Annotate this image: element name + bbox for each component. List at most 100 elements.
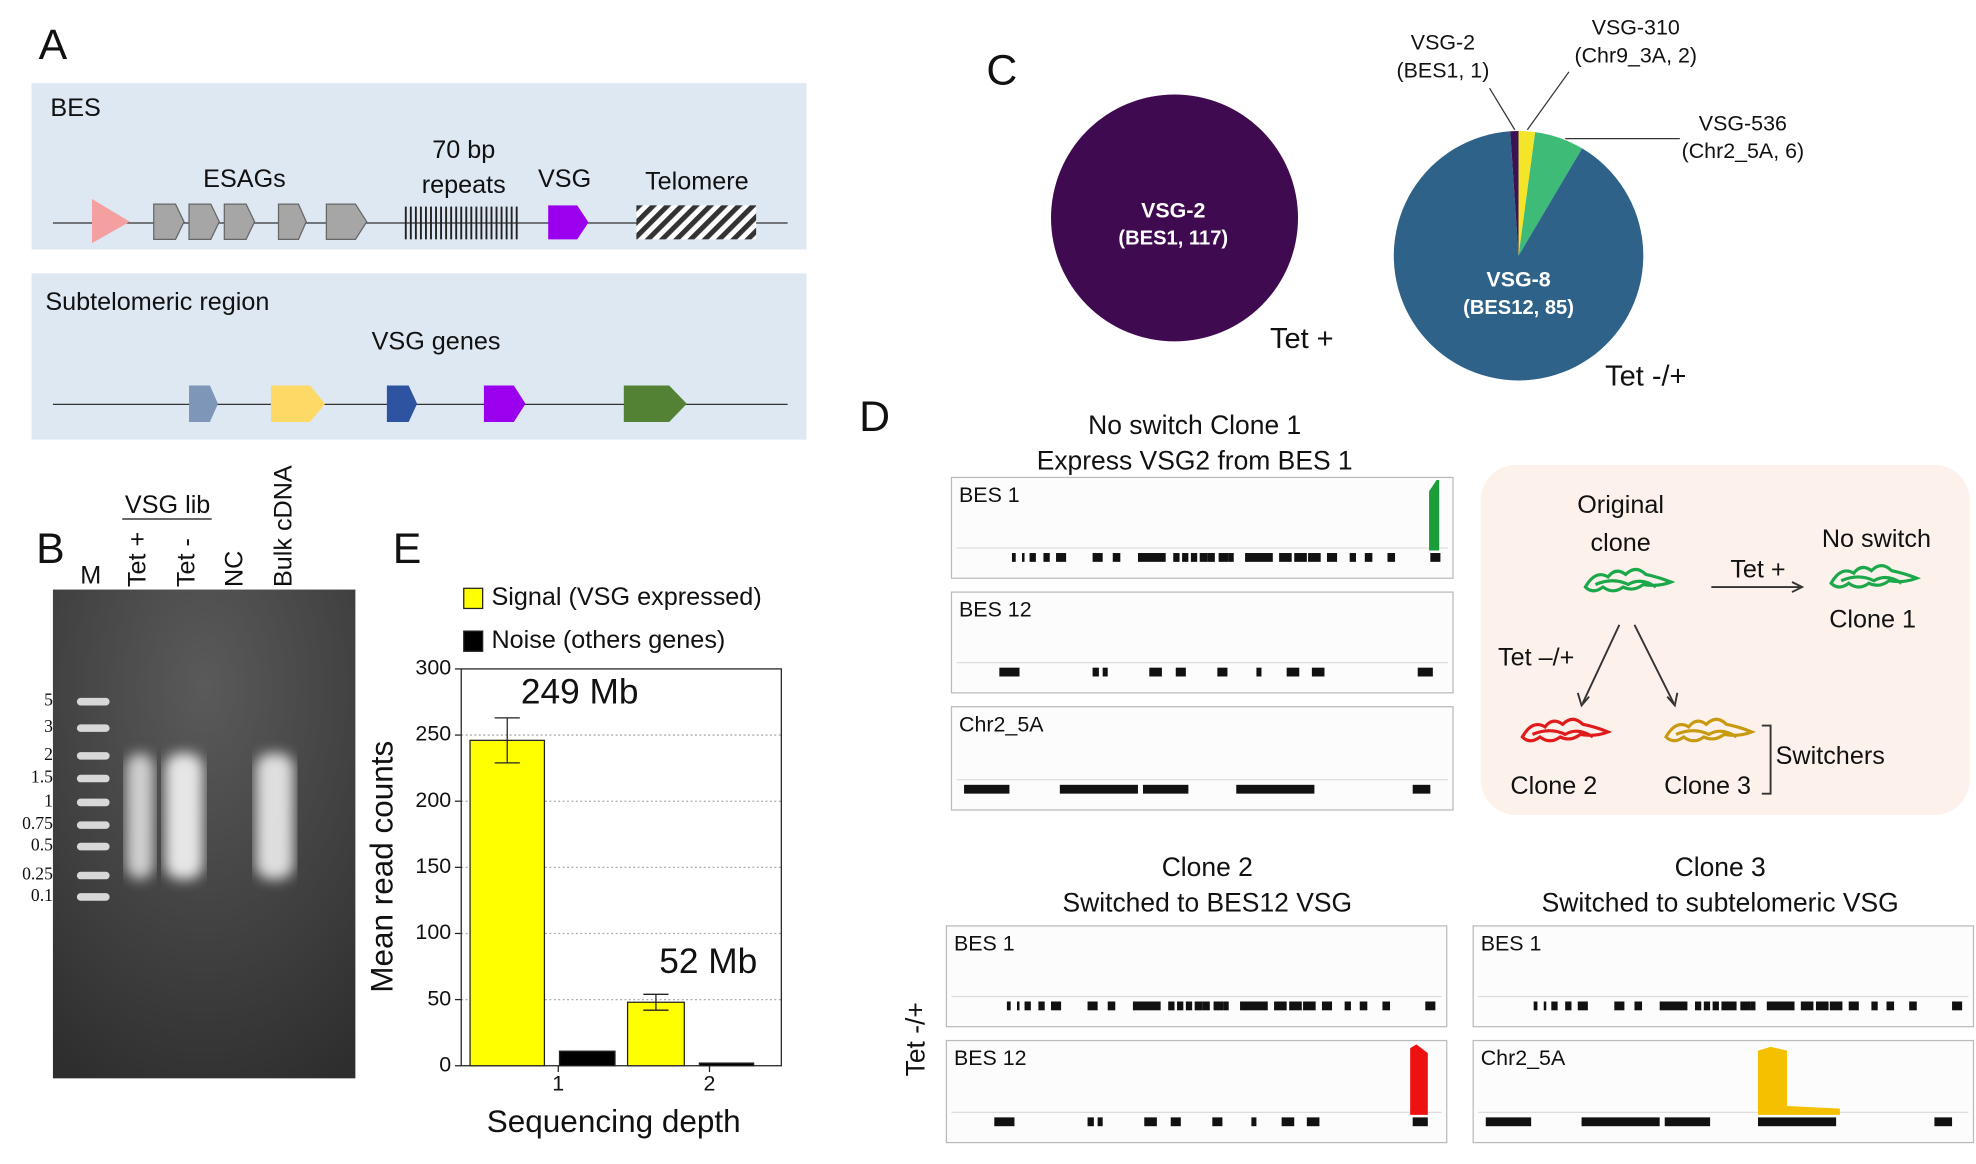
feature bbox=[1194, 1001, 1203, 1011]
label: Switched to subtelomeric VSG bbox=[1542, 887, 1899, 917]
feature bbox=[999, 667, 1020, 677]
label: repeats bbox=[422, 171, 506, 199]
panel-label: C bbox=[986, 46, 1017, 94]
pie-slice bbox=[1518, 131, 1536, 256]
feature bbox=[1175, 667, 1186, 677]
track-box bbox=[950, 591, 1454, 694]
slice-name: VSG-2 bbox=[1141, 198, 1205, 222]
legend-label: Signal (VSG expressed) bbox=[491, 583, 761, 611]
feature bbox=[1425, 1001, 1436, 1011]
feature bbox=[1207, 553, 1215, 562]
feature bbox=[1344, 1001, 1351, 1011]
coverage-peak bbox=[1429, 479, 1440, 551]
pie-slice bbox=[1510, 131, 1519, 256]
feature bbox=[1024, 1001, 1031, 1011]
feature bbox=[1757, 1117, 1837, 1127]
feature bbox=[1043, 553, 1050, 562]
feature bbox=[994, 1117, 1015, 1127]
y-tick-label: 200 bbox=[415, 788, 451, 812]
track-box bbox=[1472, 925, 1975, 1028]
feature bbox=[1359, 1001, 1368, 1011]
smear bbox=[126, 753, 154, 880]
group-label: VSG lib bbox=[125, 491, 210, 519]
feature bbox=[1107, 1001, 1116, 1011]
vsg-gene bbox=[189, 385, 219, 423]
feature bbox=[1236, 784, 1315, 794]
feature bbox=[1485, 1117, 1532, 1127]
feature bbox=[1038, 1001, 1045, 1011]
feature bbox=[1173, 553, 1180, 562]
promoter bbox=[91, 199, 130, 244]
feature bbox=[1387, 553, 1396, 562]
feature bbox=[1182, 553, 1189, 562]
feature bbox=[1533, 1001, 1538, 1011]
feature bbox=[1815, 1001, 1829, 1011]
track-box bbox=[950, 476, 1454, 579]
label: VSG bbox=[538, 165, 591, 193]
track-label: Chr2_5A bbox=[959, 712, 1044, 736]
feature bbox=[964, 784, 1010, 794]
ladder-band bbox=[76, 893, 110, 901]
y-axis-label: Mean read counts bbox=[364, 741, 400, 993]
feature bbox=[1294, 553, 1307, 562]
telomere bbox=[636, 205, 757, 240]
label: No switch bbox=[1822, 525, 1931, 553]
label: Tet -/+ bbox=[900, 1002, 930, 1076]
slice-label: (BES12, 85) bbox=[1463, 297, 1574, 319]
esag-gene bbox=[153, 203, 185, 240]
feature bbox=[1279, 553, 1292, 562]
track-box bbox=[945, 1039, 1448, 1144]
panel-label: E bbox=[393, 525, 422, 573]
feature bbox=[1256, 667, 1262, 677]
feature bbox=[1190, 553, 1198, 562]
feature bbox=[1829, 1001, 1843, 1011]
ladder-label: 3 bbox=[44, 716, 53, 736]
pie-label: Tet + bbox=[1270, 323, 1334, 355]
parasite bbox=[1520, 717, 1613, 743]
label: Clone 1 bbox=[1829, 606, 1916, 634]
ladder-band bbox=[76, 724, 110, 732]
feature bbox=[1326, 553, 1338, 562]
feature bbox=[1199, 553, 1208, 562]
feature bbox=[1059, 784, 1138, 794]
lane-label: M bbox=[80, 562, 101, 590]
feature bbox=[1097, 1117, 1103, 1127]
feature bbox=[1952, 1001, 1963, 1011]
arrows bbox=[1576, 581, 1805, 795]
feature bbox=[1308, 553, 1321, 562]
track-box bbox=[945, 925, 1448, 1028]
feature bbox=[1729, 1001, 1737, 1011]
lane-label: Tet + bbox=[123, 532, 151, 587]
feature bbox=[1311, 667, 1325, 677]
feature bbox=[1871, 1001, 1878, 1011]
track-label: BES 1 bbox=[959, 483, 1020, 507]
feature bbox=[1281, 1117, 1295, 1127]
label: clone bbox=[1591, 529, 1651, 557]
feature bbox=[1168, 1001, 1175, 1011]
lane-label: Bulk cDNA bbox=[269, 465, 297, 587]
ladder-band bbox=[76, 697, 110, 706]
annotation: 52 Mb bbox=[659, 942, 757, 981]
feature bbox=[1848, 1001, 1859, 1011]
ladder-band bbox=[76, 842, 110, 851]
label: No switch Clone 1 bbox=[1088, 410, 1301, 440]
esag-gene bbox=[188, 203, 220, 240]
label: Switchers bbox=[1776, 742, 1885, 770]
y-tick-label: 50 bbox=[427, 986, 451, 1010]
feature bbox=[1740, 1001, 1751, 1011]
vsg-gene bbox=[270, 385, 326, 423]
track-label: Chr2_5A bbox=[1481, 1046, 1566, 1070]
coverage-peak bbox=[1410, 1044, 1428, 1115]
ladder-label: 1.5 bbox=[31, 767, 53, 787]
label: Clone 3 bbox=[1664, 772, 1751, 800]
box-title: BES bbox=[50, 94, 100, 122]
feature bbox=[1185, 1001, 1193, 1011]
feature bbox=[1011, 553, 1016, 562]
track-box bbox=[950, 706, 1454, 811]
feature bbox=[1800, 1001, 1814, 1011]
plot-frame bbox=[460, 668, 782, 1067]
feature bbox=[1245, 553, 1273, 562]
lane-label: NC bbox=[220, 551, 248, 587]
feature bbox=[1659, 1001, 1688, 1011]
vsg-gene bbox=[623, 385, 687, 423]
